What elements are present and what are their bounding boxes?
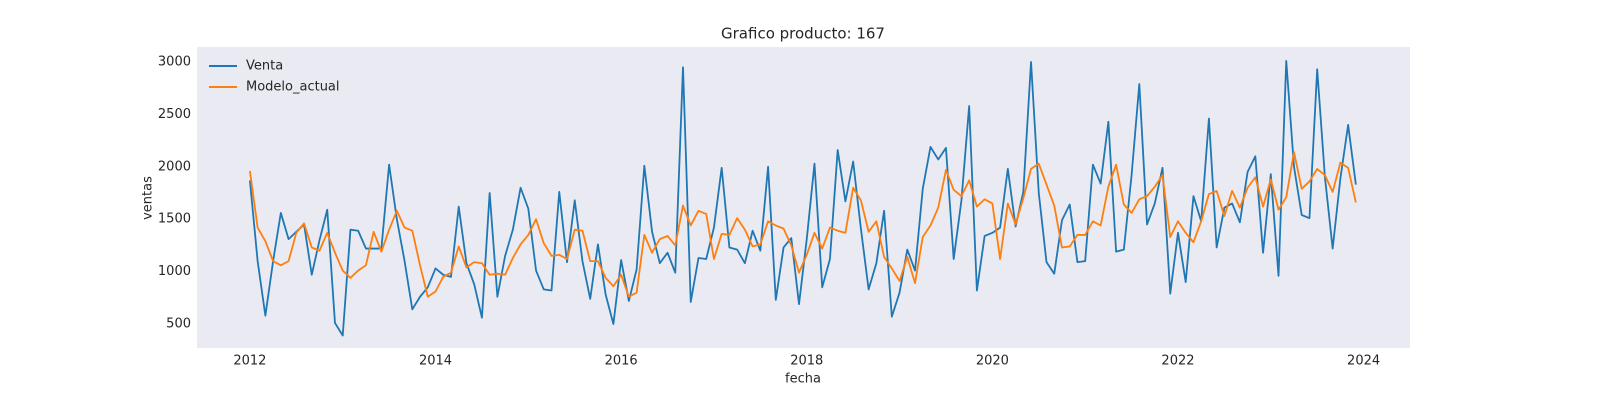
y-tick-label: 3000 bbox=[158, 54, 191, 69]
y-tick-label: 1500 bbox=[158, 212, 191, 227]
x-tick-label: 2020 bbox=[976, 354, 1009, 369]
y-tick-label: 2500 bbox=[158, 107, 191, 122]
x-tick-label: 2016 bbox=[605, 354, 638, 369]
y-tick-label: 1000 bbox=[158, 264, 191, 279]
y-tick-label: 2000 bbox=[158, 159, 191, 174]
x-tick-label: 2024 bbox=[1347, 354, 1380, 369]
x-tick-label: 2018 bbox=[790, 354, 823, 369]
x-tick-label: 2014 bbox=[419, 354, 452, 369]
y-axis-label: ventas bbox=[141, 176, 156, 220]
x-axis-label: fecha bbox=[785, 372, 821, 387]
legend-label: Venta bbox=[246, 59, 283, 74]
chart-title: Grafico producto: 167 bbox=[721, 25, 885, 43]
x-tick-label: 2012 bbox=[233, 354, 266, 369]
legend-label: Modelo_actual bbox=[246, 80, 340, 95]
series-line bbox=[249, 60, 1357, 337]
y-tick-label: 500 bbox=[166, 316, 191, 331]
series-line bbox=[249, 151, 1357, 298]
plot-area bbox=[197, 47, 1410, 348]
x-tick-label: 2022 bbox=[1161, 354, 1194, 369]
